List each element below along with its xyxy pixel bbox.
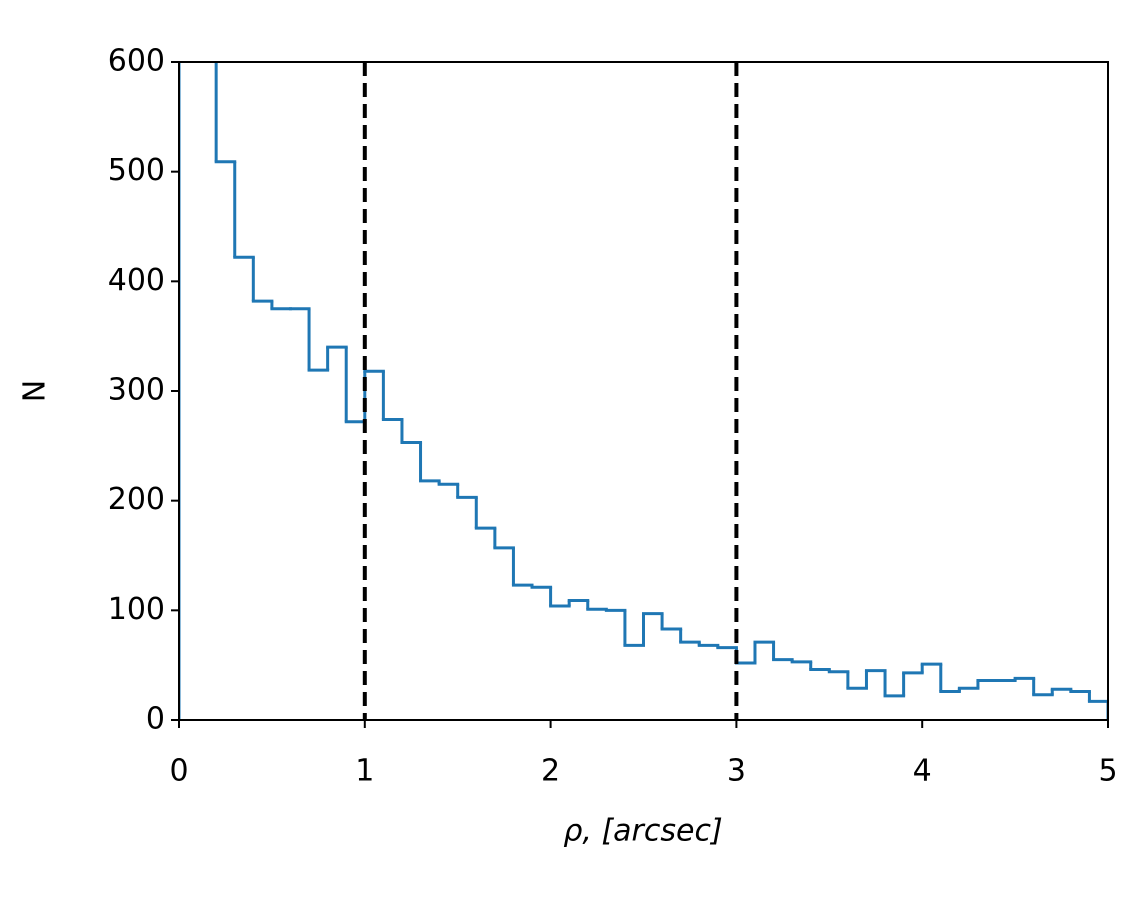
plot-area (179, 62, 1108, 720)
y-tick-label: 100 (108, 592, 165, 627)
y-tick-label: 200 (108, 482, 165, 517)
x-tick-label: 0 (169, 754, 188, 789)
y-tick-label: 0 (146, 702, 165, 737)
x-tick-label: 4 (913, 754, 932, 789)
y-tick-label: 400 (108, 263, 165, 298)
x-tick-label: 5 (1098, 754, 1117, 789)
step-connector (179, 62, 1108, 720)
x-tick-label: 3 (727, 754, 746, 789)
x-tick-label: 1 (355, 754, 374, 789)
y-axis-label: N (18, 380, 53, 402)
y-tick-label: 300 (108, 373, 165, 408)
y-tick-label: 600 (108, 44, 165, 79)
x-tick-label: 2 (541, 754, 560, 789)
x-axis-label: ρ, [arcsec] (563, 814, 722, 849)
y-tick-label: 500 (108, 153, 165, 188)
